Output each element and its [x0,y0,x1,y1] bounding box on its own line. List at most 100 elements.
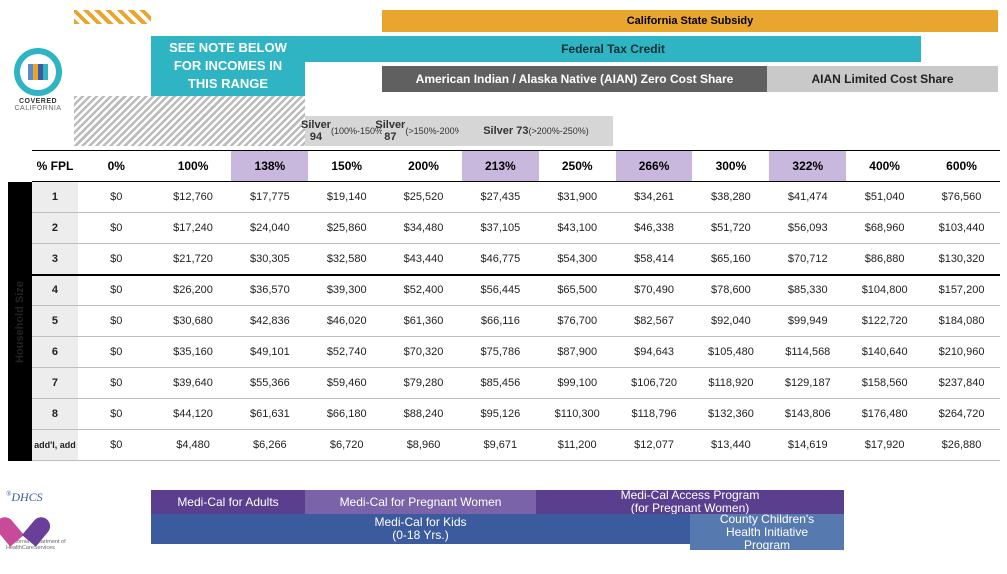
prog-access: Medi-Cal Access Program(for Pregnant Wom… [536,490,844,514]
income-cell: $95,126 [462,399,539,430]
income-cell: $4,480 [155,430,232,461]
fpl-col-400%: 400% [846,151,923,182]
silver-94: Silver 94(100%-150%) [305,116,382,146]
silver-73: Silver 73(>200%-250%) [459,116,613,146]
income-cell: $41,474 [769,182,846,213]
aian-limited-band: AIAN Limited Cost Share [767,66,998,92]
income-cell: $34,480 [385,213,462,244]
row-label: 5 [32,306,78,337]
income-cell: $176,480 [846,399,923,430]
household-size-label: Household Size [8,182,32,461]
income-cell: $55,366 [231,368,308,399]
income-cell: $92,040 [692,306,769,337]
income-cell: $66,180 [308,399,385,430]
income-cell: $30,305 [231,244,308,275]
income-cell: $39,300 [308,275,385,306]
income-cell: $143,806 [769,399,846,430]
income-cell: $99,100 [539,368,616,399]
income-cell: $122,720 [846,306,923,337]
income-cell: $110,300 [539,399,616,430]
income-cell: $17,920 [846,430,923,461]
income-cell: $85,456 [462,368,539,399]
income-cell: $11,200 [539,430,616,461]
income-cell: $56,093 [769,213,846,244]
fpl-col-322%: 322% [769,151,846,182]
income-cell: $19,140 [308,182,385,213]
row-label: 8 [32,399,78,430]
income-cell: $70,490 [616,275,693,306]
income-cell: $94,643 [616,337,693,368]
income-cell: $46,338 [616,213,693,244]
income-cell: $87,900 [539,337,616,368]
row-label: 3 [32,244,78,275]
income-cell: $68,960 [846,213,923,244]
prog-kids: Medi-Cal for Kids(0-18 Yrs.) [151,514,690,544]
income-cell: $65,160 [692,244,769,275]
income-cell: $17,775 [231,182,308,213]
row-label: add'l, add [32,430,78,461]
income-cell: $39,640 [155,368,232,399]
fpl-col-150%: 150% [308,151,385,182]
income-cell: $99,949 [769,306,846,337]
income-cell: $210,960 [923,337,1000,368]
income-cell: $35,160 [155,337,232,368]
income-cell: $264,720 [923,399,1000,430]
income-cell: $58,414 [616,244,693,275]
income-cell: $0 [78,213,155,244]
income-cell: $6,266 [231,430,308,461]
income-cell: $36,570 [231,275,308,306]
income-cell: $8,960 [385,430,462,461]
income-cell: $0 [78,368,155,399]
heart-icon [6,507,40,537]
income-cell: $32,580 [308,244,385,275]
income-cell: $76,560 [923,182,1000,213]
row-label: 4 [32,275,78,306]
silver-87: Silver 87(>150%-200%) [382,116,459,146]
fpl-label: % FPL [32,151,78,182]
income-cell: $158,560 [846,368,923,399]
income-cell: $0 [78,337,155,368]
income-cell: $86,880 [846,244,923,275]
hatch-block [74,10,151,24]
income-cell: $54,300 [539,244,616,275]
income-cell: $118,796 [616,399,693,430]
income-cell: $0 [78,182,155,213]
income-cell: $70,320 [385,337,462,368]
prog-adults: Medi-Cal for Adults [151,490,305,514]
logo-icon [14,48,62,96]
fpl-col-100%: 100% [155,151,232,182]
fpl-col-600%: 600% [923,151,1000,182]
income-cell: $0 [78,244,155,275]
income-cell: $27,435 [462,182,539,213]
income-cell: $52,400 [385,275,462,306]
income-cell: $0 [78,306,155,337]
income-cell: $25,860 [308,213,385,244]
income-cell: $129,187 [769,368,846,399]
row-label: 7 [32,368,78,399]
income-cell: $114,568 [769,337,846,368]
income-cell: $78,600 [692,275,769,306]
income-cell: $6,720 [308,430,385,461]
income-cell: $31,900 [539,182,616,213]
income-cell: $52,740 [308,337,385,368]
income-cell: $79,280 [385,368,462,399]
income-cell: $85,330 [769,275,846,306]
fpl-col-266%: 266% [616,151,693,182]
income-cell: $66,116 [462,306,539,337]
income-cell: $61,631 [231,399,308,430]
fpl-col-200%: 200% [385,151,462,182]
federal-credit-band: Federal Tax Credit [305,36,921,62]
income-cell: $37,105 [462,213,539,244]
income-cell: $59,460 [308,368,385,399]
state-subsidy-band: California State Subsidy [382,10,998,32]
income-cell: $76,700 [539,306,616,337]
income-cell: $26,880 [923,430,1000,461]
income-cell: $12,760 [155,182,232,213]
income-cell: $34,261 [616,182,693,213]
income-cell: $25,520 [385,182,462,213]
income-cell: $237,840 [923,368,1000,399]
dhcs-name: ®DHCS [6,490,76,505]
income-cell: $0 [78,430,155,461]
income-cell: $13,440 [692,430,769,461]
income-cell: $14,619 [769,430,846,461]
